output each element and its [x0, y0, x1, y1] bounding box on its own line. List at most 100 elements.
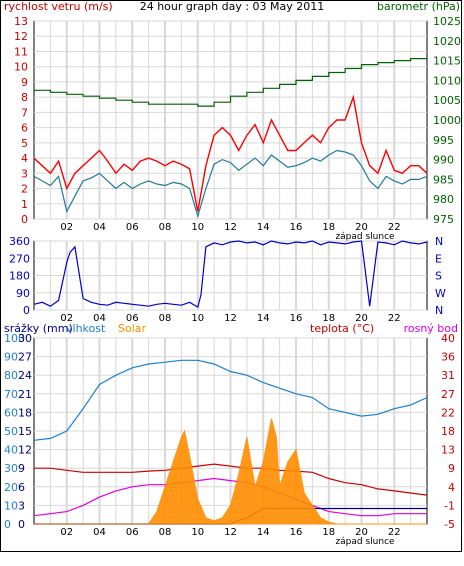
direction-tick-label-180: 180 [9, 270, 30, 283]
rain-tick-label-0: 0 [18, 518, 25, 531]
direction-hour-label-14: 14 [257, 313, 270, 324]
weather-hour-label-02: 02 [60, 527, 73, 538]
pressure-tick-label-995: 995 [433, 134, 454, 147]
compass-label-1: W [435, 287, 446, 300]
wind-hour-label-14: 14 [257, 222, 270, 233]
temperature-tick-label-5: 18 [441, 425, 455, 438]
wind-tick-label-5: 5 [21, 137, 28, 150]
wind-hour-label-10: 10 [191, 222, 204, 233]
direction-tick-label-90: 90 [16, 287, 30, 300]
temperature-tick-label-0: -5 [444, 518, 455, 531]
wind-tick-label-7: 7 [21, 106, 28, 119]
compass-label-4: N [435, 235, 443, 248]
temperature-tick-label-9: 36 [441, 351, 455, 364]
weather-hour-label-22: 22 [388, 527, 401, 538]
series-temperature [34, 463, 428, 496]
direction-hour-label-08: 08 [159, 313, 172, 324]
direction-hour-label-10: 10 [191, 313, 204, 324]
series-wind-direction [33, 240, 428, 309]
wind-tick-label-3: 3 [21, 167, 28, 180]
series-dewpoint [33, 477, 427, 517]
direction-tick-label-270: 270 [9, 252, 30, 265]
direction-hour-label-04: 04 [93, 313, 106, 324]
humidity-tick-label-0: 0 [4, 518, 11, 531]
rain-tick-label-9: 27 [18, 351, 32, 364]
humidity-tick-label-5: 50 [4, 425, 18, 438]
wind-tick-label-0: 0 [21, 213, 28, 226]
humidity-legend: vlhkost [66, 322, 106, 335]
rain-tick-label-2: 6 [18, 481, 25, 494]
direction-tick-label-0: 0 [23, 304, 30, 317]
direction-hour-label-12: 12 [224, 313, 237, 324]
wind-hour-label-18: 18 [322, 222, 335, 233]
direction-tick-label-360: 360 [9, 235, 30, 248]
pressure-axis-label: barometr (hPa) [377, 0, 460, 13]
wind-tick-label-2: 2 [21, 183, 28, 196]
wind-hour-label-08: 08 [159, 222, 172, 233]
series-humidity [33, 359, 428, 441]
weather-hour-label-16: 16 [290, 527, 303, 538]
temperature-tick-label-3: 9 [448, 462, 455, 475]
temperature-tick-label-10: 40 [441, 332, 455, 345]
rain-axis-label: srážky (mm) [4, 322, 73, 335]
wind-hour-label-12: 12 [224, 222, 237, 233]
temperature-tick-label-4: 13 [441, 444, 455, 457]
rain-tick-label-6: 18 [18, 406, 32, 419]
humidity-tick-label-8: 80 [4, 369, 18, 382]
rain-tick-label-5: 15 [18, 425, 32, 438]
wind-tick-label-8: 8 [21, 91, 28, 104]
wind-tick-label-12: 12 [14, 30, 28, 43]
direction-hour-label-18: 18 [322, 313, 335, 324]
wind-axis-label: rychlost vetru (m/s) [4, 0, 113, 13]
direction-hour-label-20: 20 [355, 313, 368, 324]
weather-hour-label-04: 04 [93, 527, 106, 538]
weather-hour-label-14: 14 [257, 527, 270, 538]
solar-legend: Solar [118, 322, 147, 335]
rain-tick-label-7: 21 [18, 388, 32, 401]
wind-tick-label-10: 10 [14, 61, 28, 74]
direction-hour-label-22: 22 [388, 313, 401, 324]
weather-hour-label-20: 20 [355, 527, 368, 538]
pressure-tick-label-1020: 1020 [433, 35, 461, 48]
wind-hour-label-16: 16 [290, 222, 303, 233]
direction-hour-label-16: 16 [290, 313, 303, 324]
pressure-tick-label-985: 985 [433, 173, 454, 186]
rain-tick-label-8: 24 [18, 369, 32, 382]
weather-hour-label-12: 12 [224, 527, 237, 538]
weather-hour-label-10: 10 [191, 527, 204, 538]
rain-tick-label-3: 9 [18, 462, 25, 475]
humidity-tick-label-6: 60 [4, 406, 18, 419]
sunset-label-3: západ slunce [335, 537, 395, 547]
humidity-tick-label-9: 90 [4, 351, 18, 364]
compass-label-3: E [435, 252, 442, 265]
wind-hour-label-02: 02 [60, 222, 73, 233]
pressure-tick-label-1015: 1015 [433, 55, 461, 68]
sunset-label-1: západ slunce [335, 232, 395, 242]
pressure-tick-label-980: 980 [433, 193, 454, 206]
direction-hour-label-06: 06 [126, 313, 139, 324]
humidity-tick-label-10: 100 [4, 332, 25, 345]
temperature-tick-label-1: -1 [444, 499, 455, 512]
wind-hour-label-06: 06 [126, 222, 139, 233]
temperature-tick-label-8: 31 [441, 369, 455, 382]
direction-hour-label-02: 02 [60, 313, 73, 324]
humidity-tick-label-1: 10 [4, 499, 18, 512]
temperature-legend: teplota (°C) [310, 322, 374, 335]
pressure-tick-label-1000: 1000 [433, 114, 461, 127]
chart-frame [0, 0, 462, 552]
wind-tick-label-13: 13 [14, 15, 28, 28]
wind-hour-label-22: 22 [388, 222, 401, 233]
series-average [33, 149, 428, 219]
weather-hour-label-06: 06 [126, 527, 139, 538]
rain-tick-label-4: 12 [18, 444, 32, 457]
chart-title: 24 hour graph day : 03 May 2011 [140, 0, 325, 13]
pressure-tick-label-1010: 1010 [433, 74, 461, 87]
wind-tick-label-9: 9 [21, 76, 28, 89]
wind-tick-label-4: 4 [21, 152, 28, 165]
series-solar [34, 418, 427, 525]
wind-hour-label-04: 04 [93, 222, 106, 233]
humidity-tick-label-4: 40 [4, 444, 18, 457]
pressure-tick-label-1025: 1025 [433, 15, 461, 28]
temperature-tick-label-7: 27 [441, 388, 455, 401]
